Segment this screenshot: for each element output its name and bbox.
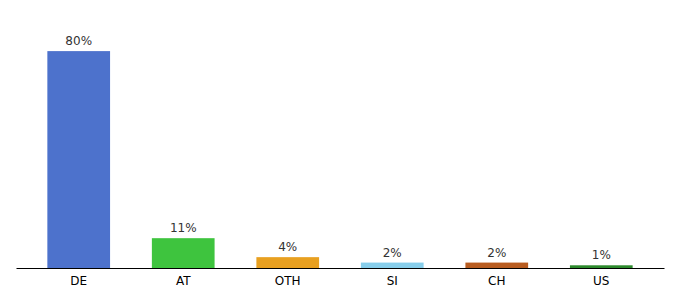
x-tick-label: DE — [70, 274, 87, 288]
data-label: 2% — [383, 246, 402, 260]
x-tick: SI — [387, 274, 398, 288]
x-tick-label: SI — [387, 274, 398, 288]
x-tick-label: US — [593, 274, 609, 288]
bar — [361, 263, 424, 268]
bar — [570, 265, 633, 268]
x-tick-label: AT — [176, 274, 191, 288]
bar — [47, 51, 110, 268]
bar — [152, 238, 215, 268]
data-label: 4% — [278, 240, 297, 254]
x-axis-line — [17, 268, 665, 269]
x-tick: DE — [70, 274, 87, 288]
data-label: 11% — [170, 221, 197, 235]
x-axis: DE AT OTH SI CH US — [17, 269, 665, 288]
chart: DE AT OTH SI CH US 80% 11% 4% 2% 2% 1% — [0, 0, 680, 300]
x-tick: AT — [176, 274, 191, 288]
plot: DE AT OTH SI CH US 80% 11% 4% 2% 2% 1% — [17, 34, 665, 287]
bar — [256, 257, 319, 268]
x-tick: OTH — [275, 274, 301, 288]
x-tick: US — [593, 274, 609, 288]
data-label: 1% — [592, 248, 611, 262]
x-tick-label: OTH — [275, 274, 301, 288]
data-labels: 80% 11% 4% 2% 2% 1% — [65, 34, 610, 262]
x-tick-label: CH — [488, 274, 505, 288]
bars — [47, 51, 632, 268]
data-label: 80% — [65, 34, 92, 48]
x-tick: CH — [488, 274, 505, 288]
data-label: 2% — [487, 246, 506, 260]
bar — [465, 263, 528, 268]
